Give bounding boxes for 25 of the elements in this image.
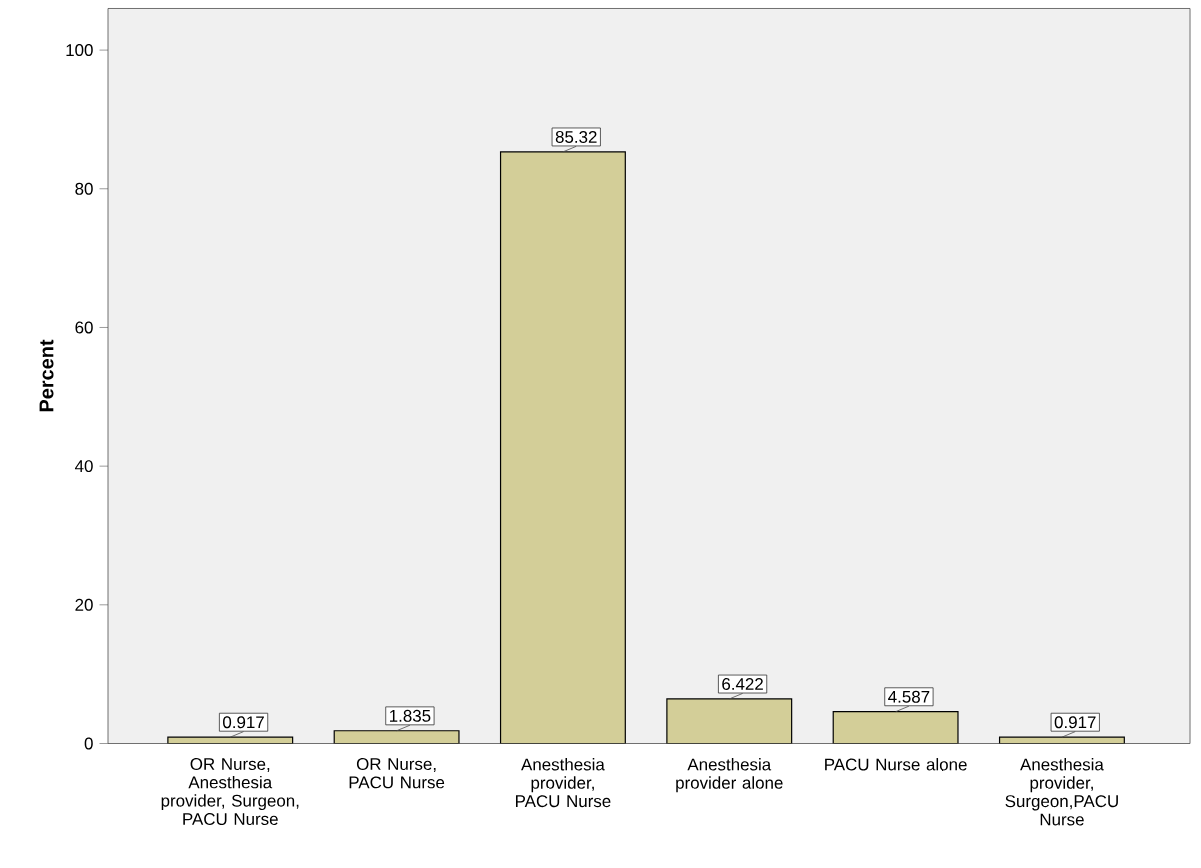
y-tick-label: 80 xyxy=(75,183,93,196)
y-tick-label: 0 xyxy=(84,737,93,750)
data-label: 0.917 xyxy=(1054,716,1096,729)
x-tick-label: PACU Nurse alone xyxy=(825,758,967,771)
x-tick-label: Anesthesia provider, Surgeon,PACU Nurse xyxy=(1005,758,1118,826)
data-label: 4.587 xyxy=(888,691,930,703)
y-tick-label: 100 xyxy=(66,44,93,57)
y-tick-label: 40 xyxy=(74,460,93,473)
bar xyxy=(998,736,1125,744)
bar xyxy=(499,151,626,744)
x-tick-label: Anesthesia provider, PACU Nurse xyxy=(515,758,611,808)
x-tick-label: OR Nurse, PACU Nurse xyxy=(349,758,445,789)
bar xyxy=(832,711,959,744)
x-tick-label: OR Nurse, Anesthesia provider, Surgeon, PACU Nurse xyxy=(161,758,299,826)
data-label: 1.835 xyxy=(389,710,431,723)
y-tick-label: 60 xyxy=(75,321,93,334)
data-label: 0.917 xyxy=(223,716,264,729)
data-label: 85.32 xyxy=(555,131,597,144)
data-label: 6.422 xyxy=(722,678,763,691)
bar xyxy=(666,698,793,744)
y-tick-label: 20 xyxy=(75,599,93,612)
y-axis-title: Percent xyxy=(39,339,54,412)
bar xyxy=(333,730,460,744)
x-tick-label: Anesthesia provider alone xyxy=(676,758,783,793)
bar xyxy=(167,736,294,744)
